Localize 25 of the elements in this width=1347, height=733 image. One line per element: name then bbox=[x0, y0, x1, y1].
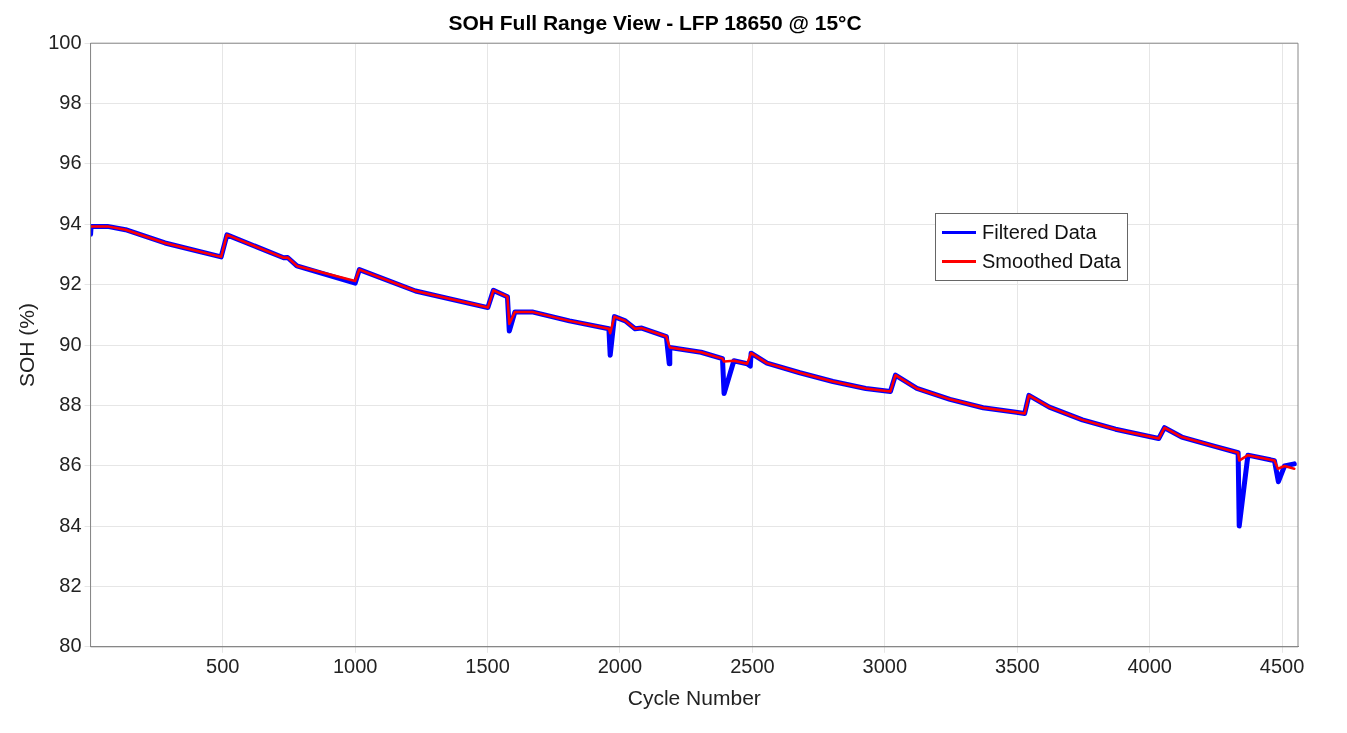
y-tick-label: 88 bbox=[59, 392, 82, 415]
y-tick-label: 98 bbox=[59, 91, 82, 114]
y-tick-label: 92 bbox=[59, 272, 82, 295]
y-tick-label: 90 bbox=[59, 332, 82, 355]
x-tick-label: 4500 bbox=[1259, 655, 1305, 678]
x-tick-label: 2500 bbox=[730, 655, 775, 678]
x-tick-label: 1500 bbox=[465, 655, 510, 678]
x-tick-label: 3000 bbox=[862, 655, 908, 678]
x-tick-label: 500 bbox=[206, 655, 240, 678]
legend-label: Smoothed Data bbox=[982, 250, 1121, 273]
y-tick-label: 94 bbox=[59, 211, 82, 234]
y-tick-label: 80 bbox=[59, 634, 82, 657]
x-tick-label: 1000 bbox=[332, 655, 378, 678]
y-tick-label: 100 bbox=[48, 30, 82, 53]
chart-title: SOH Full Range View - LFP 18650 @ 15°C bbox=[448, 11, 862, 35]
y-tick-label: 84 bbox=[59, 513, 82, 536]
legend-label: Filtered Data bbox=[982, 221, 1097, 244]
x-axis-title: Cycle Number bbox=[627, 686, 761, 710]
y-tick-label: 86 bbox=[59, 453, 82, 476]
y-tick-label: 82 bbox=[59, 573, 82, 596]
x-tick-label: 2000 bbox=[597, 655, 643, 678]
y-axis-title: SOH (%) bbox=[15, 303, 39, 387]
y-tick-label: 96 bbox=[59, 151, 82, 174]
x-tick-label: 4000 bbox=[1127, 655, 1172, 678]
x-tick-label: 3500 bbox=[995, 655, 1040, 678]
